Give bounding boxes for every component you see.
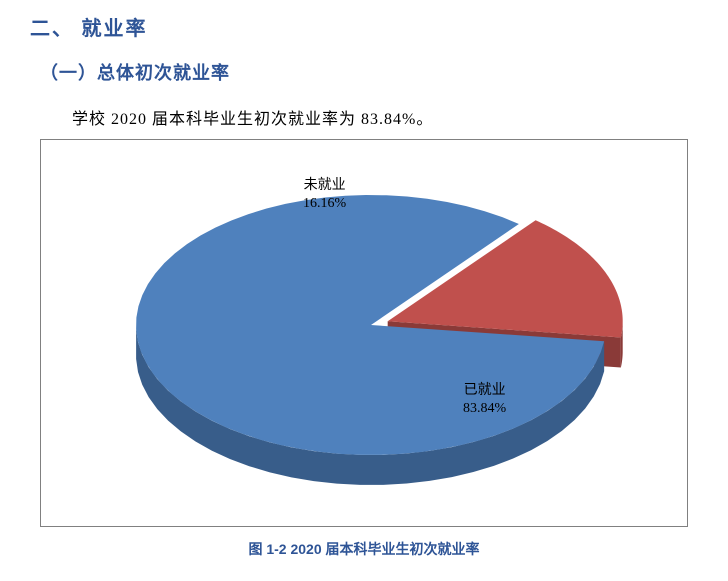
slice-label-employed: 已就业 83.84% xyxy=(463,382,506,418)
chart-caption: 图 1-2 2020 届本科毕业生初次就业率 xyxy=(40,539,688,559)
pie-chart-container: 未就业 16.16% 已就业 83.84% xyxy=(40,139,688,527)
slice-name: 未就业 xyxy=(304,178,346,193)
slice-label-unemployed: 未就业 16.16% xyxy=(303,177,346,213)
subsection-heading: （一）总体初次就业率 xyxy=(40,59,698,85)
pie-chart-svg xyxy=(41,140,689,528)
body-paragraph: 学校 2020 届本科毕业生初次就业率为 83.84%。 xyxy=(72,105,698,129)
slice-value: 83.84% xyxy=(463,401,506,416)
section-heading: 二、 就业率 xyxy=(30,12,698,41)
slice-name: 已就业 xyxy=(464,383,506,398)
slice-value: 16.16% xyxy=(303,196,346,211)
